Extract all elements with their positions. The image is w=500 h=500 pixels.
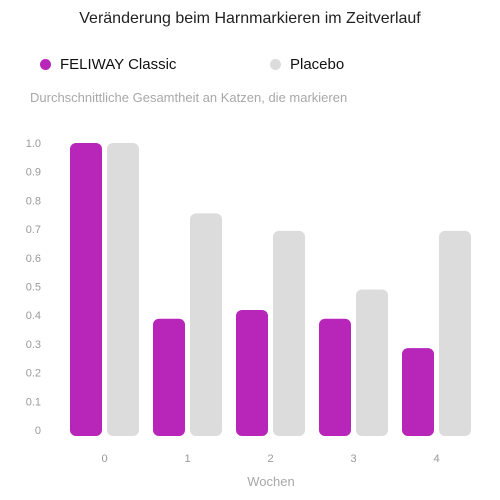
bar-placebo-week-3[interactable]: [356, 289, 388, 437]
legend-item-feliway[interactable]: FELIWAY Classic: [40, 56, 176, 73]
y-tick-label: 0.4: [26, 310, 41, 322]
y-tick-label: 1.0: [26, 138, 41, 150]
x-axis-label: Wochen: [247, 474, 294, 489]
x-tick-label: 1: [184, 453, 190, 465]
x-tick-label: 3: [350, 453, 356, 465]
chart-title: Veränderung beim Harnmarkieren im Zeitve…: [79, 10, 421, 27]
legend-label-placebo: Placebo: [290, 56, 345, 73]
legend-item-placebo[interactable]: Placebo: [270, 56, 344, 73]
y-tick-label: 0.5: [26, 282, 41, 294]
y-tick-label: 0: [35, 425, 41, 437]
y-tick-label: 0.1: [26, 396, 41, 408]
bar-feliway-week-4[interactable]: [402, 348, 434, 436]
bar-feliway-week-2[interactable]: [236, 310, 268, 436]
x-tick-label: 2: [267, 453, 273, 465]
legend-swatch-feliway: [40, 59, 51, 70]
x-tick-label: 4: [433, 453, 439, 465]
legend: FELIWAY Classic Placebo: [40, 56, 480, 76]
bar-feliway-week-1[interactable]: [153, 318, 185, 436]
y-tick-label: 0.3: [26, 339, 41, 351]
y-tick-label: 0.2: [26, 368, 41, 380]
bar-placebo-week-2[interactable]: [273, 230, 305, 436]
bar-placebo-week-4[interactable]: [439, 230, 471, 436]
legend-label-feliway: FELIWAY Classic: [60, 56, 177, 73]
bar-placebo-week-1[interactable]: [190, 213, 222, 436]
bar-feliway-week-3[interactable]: [319, 318, 351, 436]
y-tick-label: 0.9: [26, 167, 41, 179]
y-axis-label: Durchschnittliche Gesamtheit an Katzen, …: [30, 90, 348, 105]
bar-placebo-week-0[interactable]: [107, 143, 139, 436]
y-tick-label: 0.8: [26, 195, 41, 207]
legend-swatch-placebo: [270, 59, 281, 70]
y-tick-label: 0.6: [26, 253, 41, 265]
bar-feliway-week-0[interactable]: [70, 143, 102, 436]
y-tick-label: 0.7: [26, 224, 41, 236]
x-tick-label: 0: [101, 453, 107, 465]
